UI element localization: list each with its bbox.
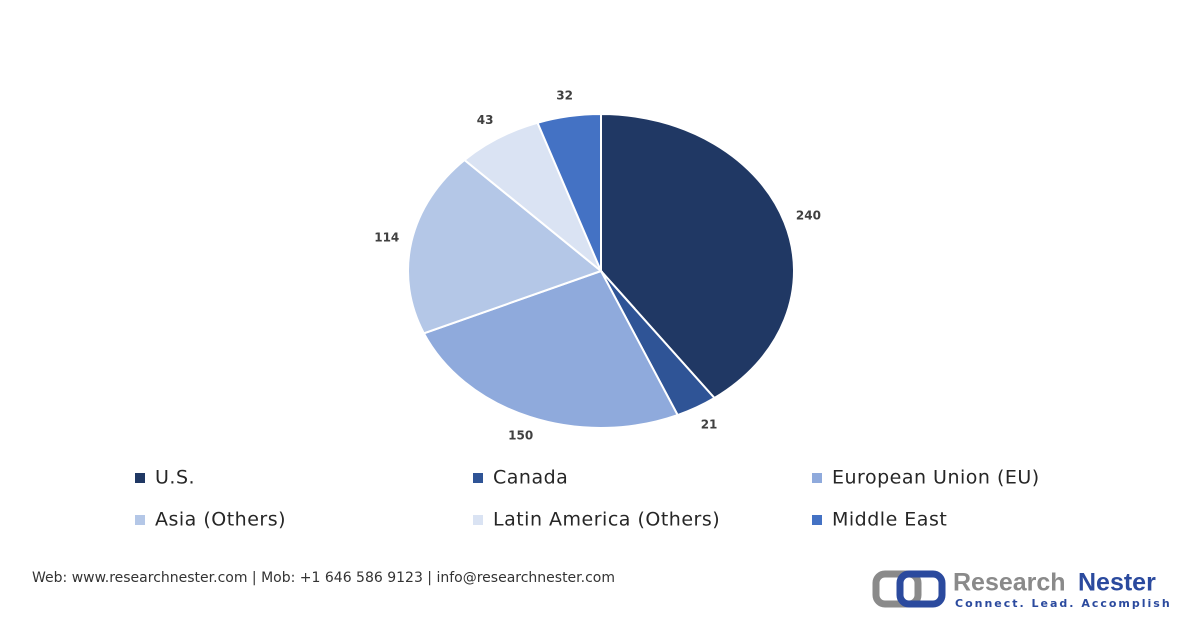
data-label: 32 xyxy=(556,89,573,103)
data-label: 21 xyxy=(701,418,718,432)
pie-slice xyxy=(407,158,604,335)
legend-swatch xyxy=(135,515,145,525)
data-label: 114 xyxy=(374,230,399,244)
legend-swatch xyxy=(812,515,822,525)
footer-contact: Web: www.researchnester.com | Mob: +1 64… xyxy=(32,570,615,586)
legend-label: European Union (EU) xyxy=(832,467,1040,489)
footer: Web: www.researchnester.com | Mob: +1 64… xyxy=(32,569,1172,610)
logo-word: Nester xyxy=(1078,569,1156,597)
legend-label: Middle East xyxy=(832,509,947,531)
logo-shape xyxy=(896,570,946,608)
logo-word: Research xyxy=(953,569,1066,597)
logo-shape xyxy=(872,570,922,608)
data-label: 150 xyxy=(508,428,533,442)
legend-swatch xyxy=(135,473,145,483)
logo-icon xyxy=(872,570,946,608)
legend-label: Latin America (Others) xyxy=(493,509,720,531)
legend-label: U.S. xyxy=(155,467,195,489)
data-label: 43 xyxy=(477,113,494,127)
data-label: 240 xyxy=(796,209,821,223)
pie-slice xyxy=(536,112,602,272)
legend-swatch xyxy=(812,473,822,483)
pie-slice xyxy=(422,269,680,429)
legend-label: Asia (Others) xyxy=(155,509,286,531)
legend-swatch xyxy=(473,515,483,525)
logo-tagline: Connect. Lead. Accomplish xyxy=(955,597,1172,610)
legend-label: Canada xyxy=(493,467,568,489)
legend-swatch xyxy=(473,473,483,483)
pie-slice xyxy=(600,112,795,400)
